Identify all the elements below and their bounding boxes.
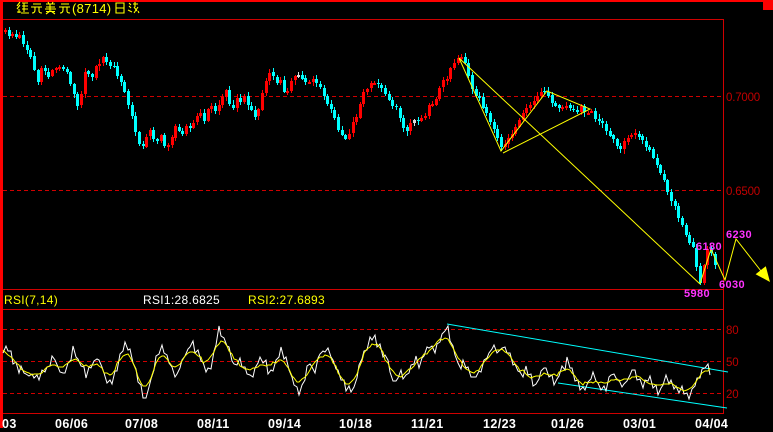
svg-text:06/06: 06/06 xyxy=(55,417,88,431)
svg-text:11/21: 11/21 xyxy=(411,417,444,431)
svg-text:20: 20 xyxy=(726,389,738,401)
svg-text:07/08: 07/08 xyxy=(125,417,158,431)
svg-text:10/18: 10/18 xyxy=(339,417,372,431)
svg-text:6180: 6180 xyxy=(696,241,722,253)
svg-text:03/01: 03/01 xyxy=(623,417,656,431)
svg-text:6230: 6230 xyxy=(726,229,752,241)
svg-text:0.7000: 0.7000 xyxy=(726,92,760,104)
svg-text:(8714): (8714) xyxy=(72,1,111,16)
svg-text:04/04: 04/04 xyxy=(695,417,728,431)
svg-text:0.6500: 0.6500 xyxy=(726,186,760,198)
svg-text:80: 80 xyxy=(726,325,738,337)
svg-text:09/14: 09/14 xyxy=(268,417,301,431)
svg-text:RSI(7,14): RSI(7,14) xyxy=(4,293,58,307)
svg-text:RSI2:27.6893: RSI2:27.6893 xyxy=(248,293,325,307)
svg-text:RSI1:28.6825: RSI1:28.6825 xyxy=(143,293,220,307)
svg-text:50: 50 xyxy=(726,357,738,369)
svg-text:08/11: 08/11 xyxy=(197,417,230,431)
svg-text:01/26: 01/26 xyxy=(551,417,584,431)
svg-text:12/23: 12/23 xyxy=(483,417,516,431)
svg-text:6030: 6030 xyxy=(719,279,745,291)
svg-text:03: 03 xyxy=(2,417,17,431)
svg-text:5980: 5980 xyxy=(684,288,710,300)
